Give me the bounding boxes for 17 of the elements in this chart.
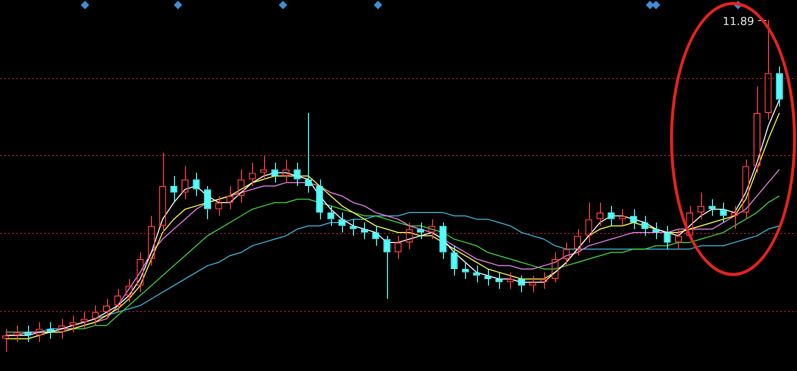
candlestick bbox=[462, 262, 469, 280]
candlestick bbox=[496, 272, 503, 290]
annotation: 11.89 bbox=[722, 14, 754, 28]
candlestick bbox=[316, 178, 324, 220]
candlestick bbox=[776, 66, 783, 107]
candlestick bbox=[383, 235, 390, 300]
candlestick bbox=[327, 205, 334, 226]
candlestick bbox=[450, 245, 458, 276]
candlestick bbox=[439, 222, 446, 260]
candlestick bbox=[24, 324, 32, 343]
candlestick bbox=[608, 205, 615, 226]
candlestick bbox=[652, 222, 660, 240]
candlestick bbox=[720, 202, 727, 224]
candlestick bbox=[360, 222, 368, 240]
candlestick bbox=[204, 186, 211, 220]
candlestick bbox=[417, 222, 424, 240]
candlestick bbox=[484, 268, 492, 286]
